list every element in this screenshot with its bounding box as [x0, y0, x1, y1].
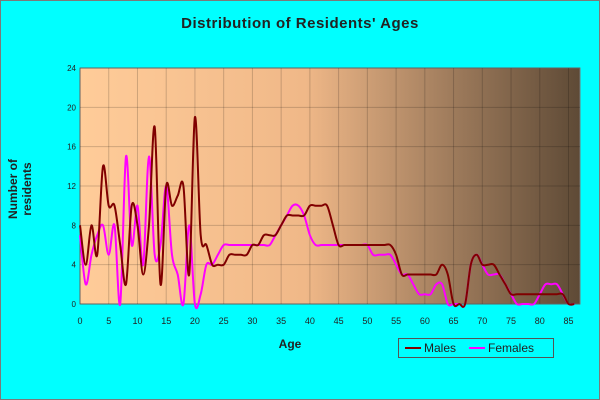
y-axis-ticks: 0 4 8 12 16 20 24 [67, 64, 76, 309]
x-tick-label: 30 [247, 316, 257, 326]
x-tick-label: 55 [391, 316, 401, 326]
legend-item-females: Females [469, 341, 534, 355]
x-axis-ticks: 0 5 10 15 20 25 30 35 40 45 50 55 60 65 70 75 80 85 [77, 316, 573, 326]
series-line-males [79, 116, 575, 308]
x-tick-label: 50 [362, 316, 372, 326]
x-tick-label: 70 [477, 316, 487, 326]
x-tick-label: 75 [506, 316, 516, 326]
chart-title: Distribution of Residents' Ages [181, 15, 419, 32]
x-tick-label: 35 [276, 316, 286, 326]
x-tick-label: 0 [77, 316, 82, 326]
y-tick-label: 4 [72, 261, 77, 270]
x-tick-label: 60 [420, 316, 430, 326]
x-tick-label: 15 [161, 316, 171, 326]
y-tick-label: 20 [67, 103, 76, 112]
x-tick-label: 45 [334, 316, 344, 326]
x-axis-label: Age [278, 337, 302, 351]
legend-item-males: Males [405, 341, 456, 355]
y-tick-label: 8 [72, 221, 77, 230]
x-tick-label: 10 [132, 316, 142, 326]
x-tick-label: 5 [106, 316, 111, 326]
gridlines [79, 67, 580, 305]
legend: Males Females [398, 338, 554, 358]
x-tick-label: 20 [190, 316, 200, 326]
y-tick-label: 12 [67, 182, 76, 191]
y-tick-label: 16 [67, 143, 76, 152]
x-tick-label: 25 [219, 316, 229, 326]
x-tick-label: 40 [305, 316, 315, 326]
legend-label-females: Females [488, 341, 535, 355]
legend-swatch-males [405, 346, 421, 349]
series-group [79, 116, 575, 310]
series-line-females [79, 155, 575, 310]
x-tick-label: 65 [449, 316, 459, 326]
legend-label-males: Males [424, 341, 457, 355]
y-tick-label: 0 [72, 300, 77, 309]
y-tick-label: 24 [67, 64, 76, 73]
x-tick-label: 80 [535, 316, 545, 326]
x-tick-label: 85 [563, 316, 573, 326]
legend-swatch-females [469, 346, 485, 349]
